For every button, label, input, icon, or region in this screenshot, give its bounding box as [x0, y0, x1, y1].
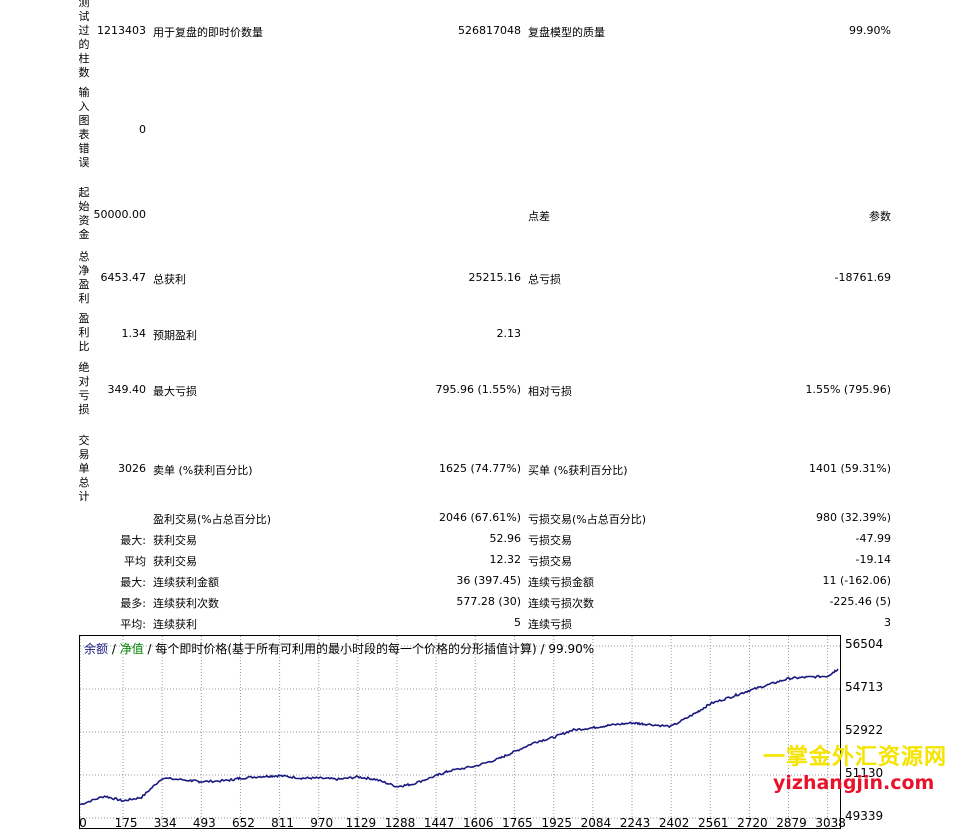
average-consecutive-losses-value: 3	[884, 616, 891, 629]
x-tick-label: 2879	[776, 816, 807, 830]
x-tick-label: 175	[114, 816, 138, 830]
expected-payoff-value: 2.13	[496, 327, 522, 340]
x-tick-label: 2720	[737, 816, 768, 830]
long-positions-label: 买单 (%获利百分比)	[528, 464, 628, 477]
absolute-drawdown-label: 绝对亏损	[78, 361, 90, 416]
x-tick-label: 2243	[619, 816, 651, 830]
x-tick-label: 1288	[384, 816, 416, 830]
max-consecutive-loss-label: 连续亏损金额	[528, 576, 594, 589]
total-trades-value: 3026	[118, 462, 146, 475]
max-consecutive-profit-label: 连续获利金额	[153, 576, 219, 589]
max-consecutive-losses-value: -225.46 (5)	[829, 595, 891, 608]
max-consecutive-loss-value: 11 (-162.06)	[822, 574, 891, 587]
chart-title-balance: 余额	[84, 642, 109, 656]
absolute-drawdown-value: 349.40	[107, 383, 147, 396]
ticks-modelled-label: 用于复盘的即时价数量	[153, 26, 263, 39]
chart-errors-label: 输入图表错误	[78, 86, 90, 169]
x-tick-label: 1129	[345, 816, 377, 830]
profit-factor-value: 1.34	[121, 327, 147, 340]
y-tick-label: 51130	[845, 766, 884, 780]
chart-title: 余额 / 净值 / 每个即时价格(基于所有可利用的最小时段的每一个价格的分形插值…	[84, 640, 594, 657]
y-tick-label: 49339	[845, 809, 884, 823]
largest-loss-value: -47.99	[855, 532, 891, 545]
x-tick-label: 493	[192, 816, 216, 830]
largest-profit-label: 获利交易	[153, 534, 197, 547]
average-profit-label: 获利交易	[153, 555, 197, 568]
stats-row-prefix: 最大:	[120, 576, 146, 589]
total-net-profit-value: 6453.47	[100, 271, 147, 284]
watermark-url: yizhangjin.com	[773, 772, 935, 794]
gross-loss-value: -18761.69	[834, 271, 891, 284]
profit-trades-label: 盈利交易(%占总百分比)	[153, 513, 272, 526]
max-consecutive-losses-label: 连续亏损次数	[528, 597, 594, 610]
stats-row-prefix: 平均	[124, 555, 146, 568]
x-tick-label: 2402	[658, 816, 690, 830]
y-tick-label: 54713	[845, 679, 884, 694]
modelling-quality-label: 复盘模型的质量	[528, 26, 605, 39]
gross-loss-label: 总亏损	[528, 273, 561, 286]
maximal-drawdown-label: 最大亏损	[153, 385, 197, 398]
average-consecutive-wins-value: 5	[514, 616, 521, 629]
stats-row-prefix: 最大:	[120, 534, 146, 547]
long-positions-value: 1401 (59.31%)	[808, 462, 891, 475]
y-tick-label: 52922	[845, 722, 884, 737]
relative-drawdown-value: 1.55% (795.96)	[805, 383, 891, 396]
modelling-quality-value: 99.90%	[849, 24, 891, 37]
bars-tested-label: 测试过的柱数	[78, 0, 90, 79]
x-tick-label: 1447	[423, 816, 455, 830]
expected-payoff-label: 预期盈利	[153, 329, 197, 342]
bars-tested-value: 1213403	[97, 24, 146, 37]
average-loss-value: -19.14	[855, 553, 891, 566]
short-positions-value: 1625 (74.77%)	[438, 462, 521, 475]
average-consecutive-losses-label: 连续亏损	[528, 618, 572, 631]
maximal-drawdown-value: 795.96 (1.55%)	[435, 383, 521, 396]
largest-loss-label: 亏损交易	[528, 534, 572, 547]
x-tick-label: 1606	[462, 816, 494, 830]
balance-chart-plot	[80, 636, 840, 828]
gross-profit-value: 25215.16	[468, 271, 522, 284]
spread-label: 点差	[528, 210, 550, 223]
x-tick-label: 0	[79, 816, 87, 830]
x-tick-label: 334	[153, 816, 177, 830]
stats-row-prefix: 平均:	[120, 618, 146, 631]
profit-factor-label: 盈利比	[78, 312, 90, 353]
balance-series-line	[80, 668, 839, 806]
initial-deposit-value: 50000.00	[93, 208, 147, 221]
spread-value: 参数	[869, 210, 891, 223]
x-tick-label: 811	[271, 816, 295, 830]
profit-trades-value: 2046 (67.61%)	[438, 511, 521, 524]
x-tick-label: 2084	[580, 816, 612, 830]
initial-deposit-label: 起始资金	[78, 186, 90, 241]
ticks-modelled-value: 526817048	[458, 24, 521, 37]
chart-title-equity: 净值	[119, 642, 144, 656]
loss-trades-value: 980 (32.39%)	[815, 511, 891, 524]
average-consecutive-wins-label: 连续获利	[153, 618, 197, 631]
chart-errors-value: 0	[139, 123, 146, 136]
x-tick-label: 1925	[541, 816, 573, 830]
watermark-chinese: 一掌金外汇资源网	[763, 745, 948, 770]
chart-title-sep: /	[108, 642, 120, 656]
max-consecutive-wins-label: 连续获利次数	[153, 597, 219, 610]
x-tick-label: 1765	[502, 816, 533, 830]
stats-row-prefix: 最多:	[120, 597, 146, 610]
relative-drawdown-label: 相对亏损	[528, 385, 572, 398]
average-profit-value: 12.32	[489, 553, 522, 566]
total-net-profit-label: 总净盈利	[78, 250, 90, 305]
y-tick-label: 56504	[845, 637, 884, 651]
short-positions-label: 卖单 (%获利百分比)	[153, 464, 253, 477]
total-trades-label: 交易单总计	[78, 434, 90, 503]
max-consecutive-wins-value: 577.28 (30)	[456, 595, 521, 608]
x-tick-label: 652	[232, 816, 255, 830]
average-loss-label: 亏损交易	[528, 555, 572, 568]
balance-chart: 余额 / 净值 / 每个即时价格(基于所有可利用的最小时段的每一个价格的分形插值…	[79, 635, 841, 829]
x-tick-label: 2561	[697, 816, 729, 830]
gross-profit-label: 总获利	[153, 273, 186, 286]
largest-profit-value: 52.96	[489, 532, 522, 545]
chart-title-description: / 每个即时价格(基于所有可利用的最小时段的每一个价格的分形插值计算) / 99…	[143, 642, 595, 656]
x-tick-label: 3038	[815, 816, 846, 830]
max-consecutive-profit-value: 36 (397.45)	[456, 574, 521, 587]
x-tick-label: 970	[310, 816, 334, 830]
loss-trades-label: 亏损交易(%占总百分比)	[528, 513, 647, 526]
